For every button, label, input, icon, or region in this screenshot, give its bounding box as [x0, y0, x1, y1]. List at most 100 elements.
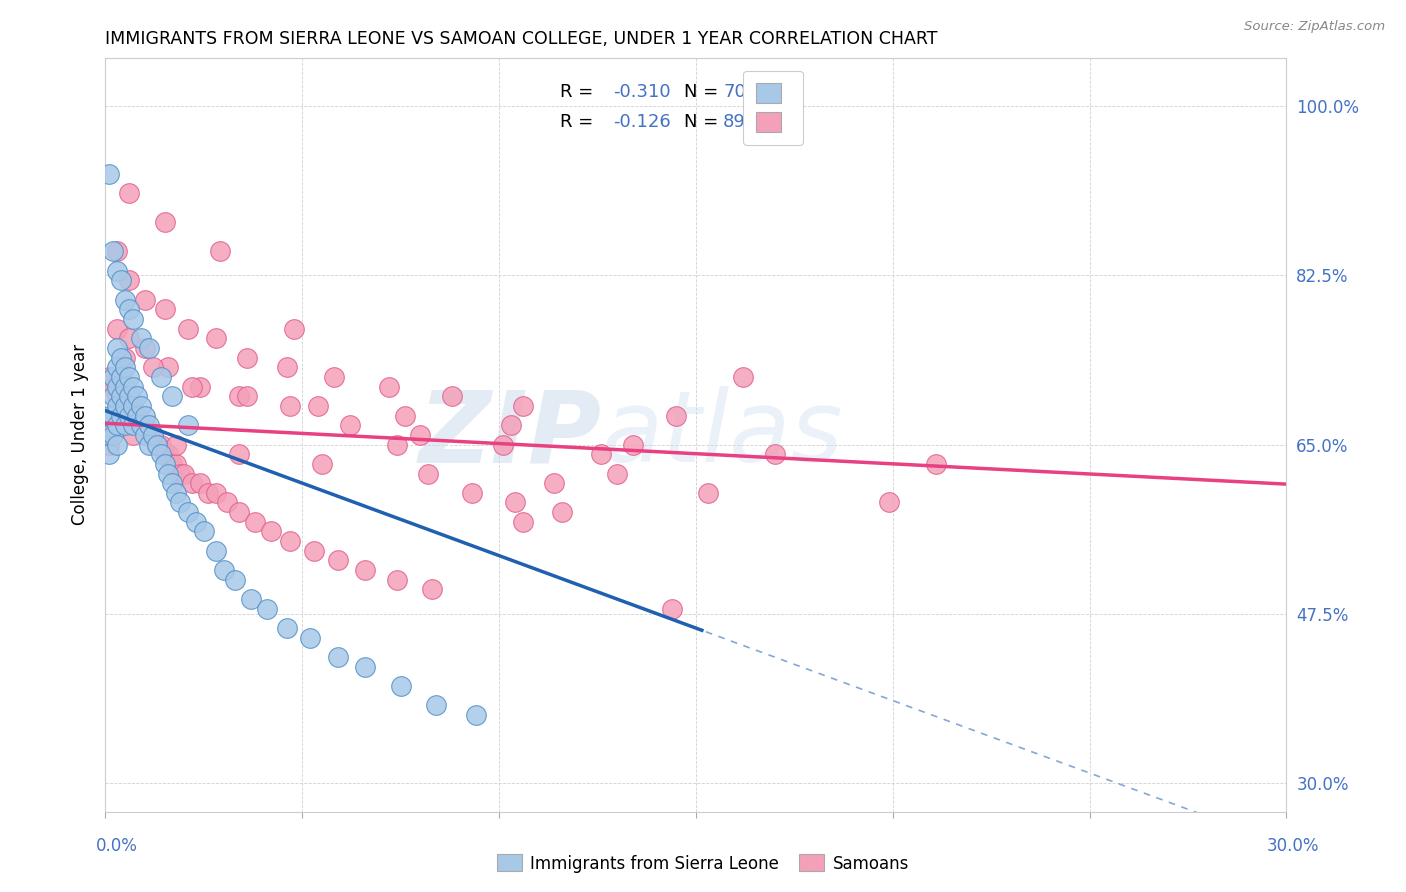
Point [157, 467, 180, 481]
Point [114, 399, 136, 413]
Point [105, 244, 128, 259]
Point [110, 389, 132, 403]
Point [420, 582, 443, 597]
Point [228, 447, 250, 461]
Point [354, 660, 377, 674]
Point [98, 447, 121, 461]
Point [378, 379, 401, 393]
Point [105, 379, 128, 393]
Point [204, 486, 226, 500]
Point [733, 370, 755, 384]
Point [125, 409, 148, 423]
Point [105, 263, 128, 277]
Point [236, 389, 259, 403]
Point [134, 418, 156, 433]
Point [389, 679, 412, 693]
Text: -0.310: -0.310 [613, 83, 671, 101]
Point [503, 495, 526, 509]
Text: N =: N = [685, 83, 724, 101]
Point [105, 399, 128, 413]
Point [228, 389, 250, 403]
Point [204, 331, 226, 345]
Point [122, 418, 145, 433]
Point [208, 244, 231, 259]
Point [153, 215, 176, 229]
Point [142, 427, 165, 442]
Point [280, 534, 302, 549]
Point [122, 399, 145, 413]
Point [322, 370, 344, 384]
Point [149, 437, 172, 451]
Point [276, 360, 298, 375]
Point [103, 409, 125, 423]
Point [696, 486, 718, 500]
Point [98, 409, 121, 423]
Point [134, 427, 156, 442]
Point [118, 409, 141, 423]
Text: 89: 89 [723, 113, 747, 131]
Text: -0.126: -0.126 [613, 113, 671, 131]
Point [138, 418, 160, 433]
Point [228, 505, 250, 519]
Point [204, 543, 226, 558]
Point [181, 379, 204, 393]
Point [165, 486, 187, 500]
Text: 30.0%: 30.0% [1267, 837, 1319, 855]
Text: ZIP: ZIP [419, 386, 602, 483]
Y-axis label: College, Under 1 year: College, Under 1 year [72, 344, 90, 525]
Point [551, 505, 574, 519]
Legend: Immigrants from Sierra Leone, Samoans: Immigrants from Sierra Leone, Samoans [491, 847, 915, 880]
Point [118, 331, 141, 345]
Point [256, 602, 278, 616]
Point [165, 437, 187, 451]
Point [149, 370, 172, 384]
Point [661, 602, 683, 616]
Point [464, 708, 486, 723]
Point [665, 409, 688, 423]
Point [492, 437, 515, 451]
Point [440, 389, 463, 403]
Point [418, 467, 440, 481]
Point [149, 447, 172, 461]
Point [103, 370, 125, 384]
Point [105, 341, 128, 355]
Point [193, 524, 215, 539]
Point [118, 186, 141, 201]
Point [925, 457, 948, 471]
Point [129, 331, 152, 345]
Point [188, 379, 211, 393]
Point [165, 457, 187, 471]
Point [129, 418, 152, 433]
Point [425, 698, 447, 713]
Point [145, 437, 167, 451]
Point [134, 341, 156, 355]
Point [311, 457, 333, 471]
Point [103, 389, 125, 403]
Point [217, 495, 239, 509]
Point [394, 409, 416, 423]
Point [354, 563, 377, 577]
Point [621, 437, 644, 451]
Point [138, 341, 160, 355]
Point [118, 399, 141, 413]
Point [181, 476, 204, 491]
Point [243, 515, 266, 529]
Text: N =: N = [685, 113, 724, 131]
Point [118, 389, 141, 403]
Point [114, 360, 136, 375]
Point [122, 409, 145, 423]
Point [169, 467, 191, 481]
Point [138, 427, 160, 442]
Point [103, 379, 125, 393]
Point [103, 427, 125, 442]
Text: atlas: atlas [602, 386, 844, 483]
Point [177, 321, 200, 335]
Point [512, 515, 534, 529]
Point [122, 312, 145, 326]
Point [157, 360, 180, 375]
Point [122, 379, 145, 393]
Point [162, 457, 184, 471]
Point [114, 379, 136, 393]
Point [105, 360, 128, 375]
Point [512, 399, 534, 413]
